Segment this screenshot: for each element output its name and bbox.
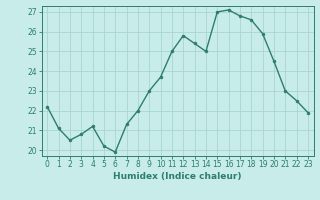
X-axis label: Humidex (Indice chaleur): Humidex (Indice chaleur) [113, 172, 242, 181]
